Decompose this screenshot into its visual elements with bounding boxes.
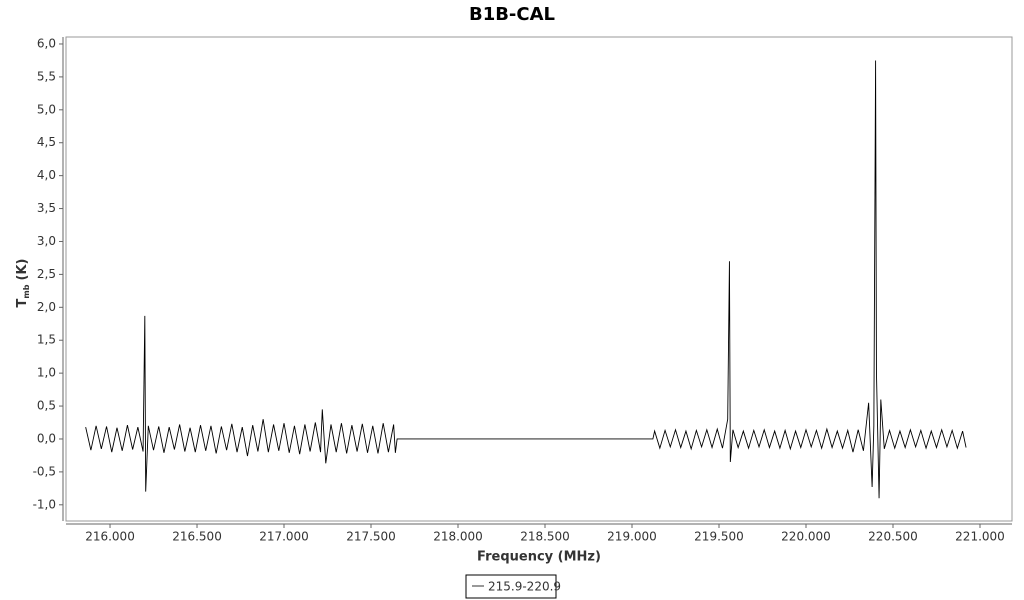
y-tick-label: 0,5 <box>37 399 56 413</box>
y-tick-label: 1,0 <box>37 366 56 380</box>
chart-title: B1B-CAL <box>469 4 555 25</box>
y-tick-label: 4,5 <box>37 135 56 149</box>
y-tick-label: 4,0 <box>37 168 56 182</box>
legend-label: 215.9-220.9 <box>488 580 561 594</box>
y-tick-label: 1,5 <box>37 333 56 347</box>
y-tick-label: 6,0 <box>37 36 56 50</box>
x-tick-label: 216.000 <box>85 530 135 544</box>
y-tick-label: 5,0 <box>37 102 56 116</box>
y-tick-label: 0,0 <box>37 431 56 445</box>
y-tick-label: 3,5 <box>37 201 56 215</box>
x-tick-label: 219.500 <box>694 530 744 544</box>
x-tick-label: 217.500 <box>346 530 396 544</box>
x-tick-label: 220.500 <box>868 530 918 544</box>
plot-frame <box>65 36 1013 522</box>
spectrum-line <box>85 60 967 499</box>
y-label-unit: (K) <box>15 259 30 281</box>
x-tick-label: 220.000 <box>781 530 831 544</box>
y-tick-label: -1,0 <box>33 497 56 511</box>
y-tick-label: 5,5 <box>37 69 56 83</box>
x-tick-label: 216.500 <box>172 530 222 544</box>
y-tick-label: 3,0 <box>37 234 56 248</box>
y-tick-label: 2,5 <box>37 267 56 281</box>
y-tick-label: 2,0 <box>37 300 56 314</box>
x-tick-label: 217.000 <box>259 530 309 544</box>
legend-box <box>465 574 557 599</box>
y-tick-label: -0,5 <box>33 464 56 478</box>
x-tick-label: 218.000 <box>433 530 483 544</box>
x-tick-label: 218.500 <box>520 530 570 544</box>
y-label-main: T <box>15 298 30 307</box>
x-axis-label: Frequency (MHz) <box>477 550 601 565</box>
x-tick-label: 221.000 <box>955 530 1005 544</box>
y-axis-label: Tmb (K) <box>15 259 31 308</box>
y-label-sub: mb <box>22 284 31 298</box>
x-tick-label: 219.000 <box>607 530 657 544</box>
